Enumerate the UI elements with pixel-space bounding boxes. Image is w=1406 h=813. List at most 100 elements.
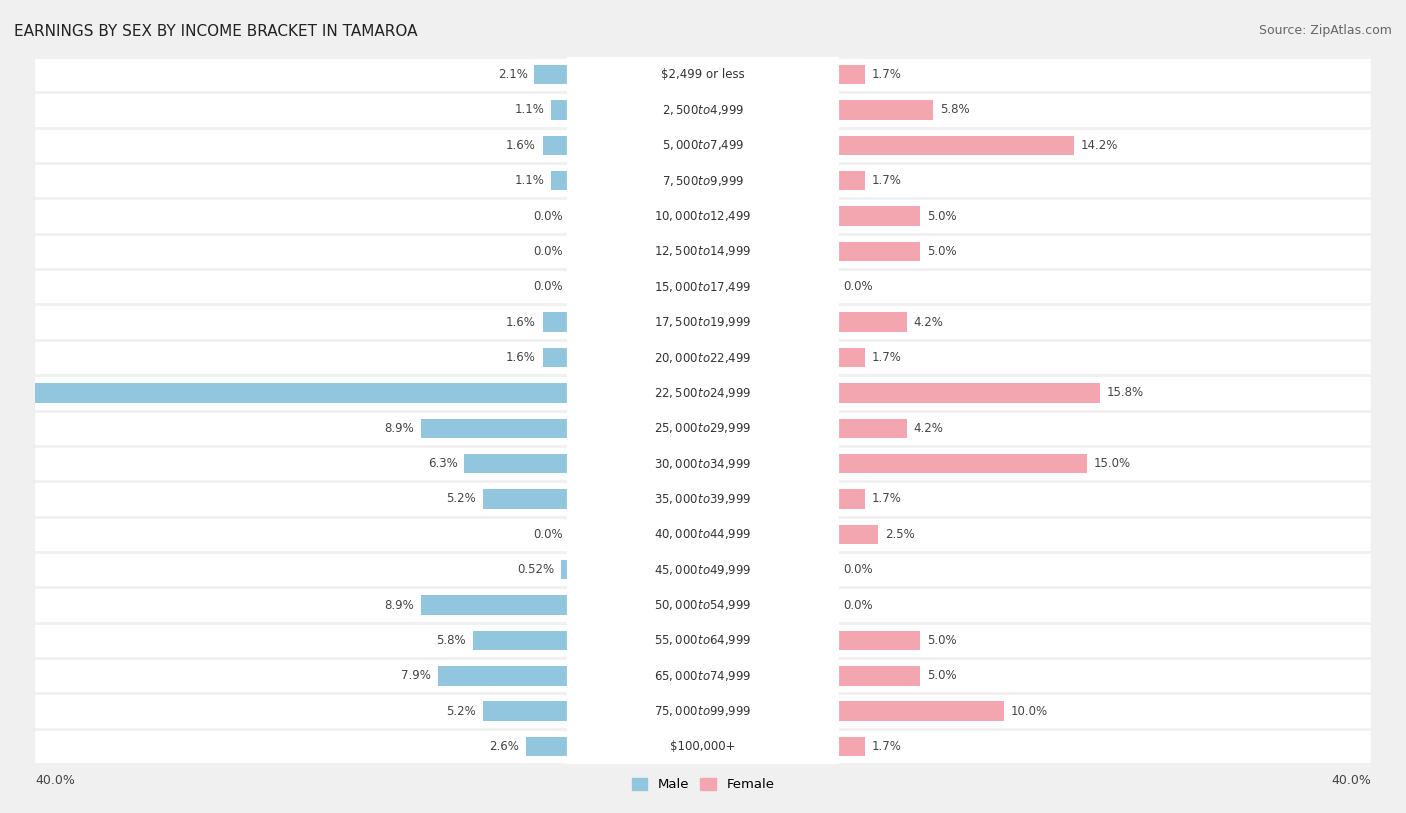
- Text: $45,000 to $49,999: $45,000 to $49,999: [654, 563, 752, 576]
- Text: 40.0%: 40.0%: [35, 774, 75, 787]
- Text: 0.0%: 0.0%: [844, 563, 873, 576]
- FancyBboxPatch shape: [567, 477, 839, 520]
- FancyBboxPatch shape: [567, 230, 839, 273]
- Text: $12,500 to $14,999: $12,500 to $14,999: [654, 245, 752, 259]
- Text: 5.8%: 5.8%: [941, 103, 970, 116]
- FancyBboxPatch shape: [567, 159, 839, 202]
- Text: 15.8%: 15.8%: [1107, 386, 1144, 399]
- Text: 40.0%: 40.0%: [1331, 774, 1371, 787]
- Bar: [837, 65, 865, 85]
- Bar: [837, 348, 865, 367]
- Text: 0.0%: 0.0%: [533, 528, 562, 541]
- Bar: [837, 241, 920, 261]
- Text: $7,500 to $9,999: $7,500 to $9,999: [662, 174, 744, 188]
- Bar: [837, 666, 920, 685]
- Text: 1.1%: 1.1%: [515, 103, 544, 116]
- FancyBboxPatch shape: [35, 340, 1371, 375]
- Bar: [526, 737, 569, 756]
- Bar: [437, 666, 569, 685]
- Text: Source: ZipAtlas.com: Source: ZipAtlas.com: [1258, 24, 1392, 37]
- Text: 5.0%: 5.0%: [927, 634, 956, 647]
- Text: 8.9%: 8.9%: [384, 598, 415, 611]
- FancyBboxPatch shape: [567, 265, 839, 308]
- Bar: [837, 383, 1101, 402]
- FancyBboxPatch shape: [35, 198, 1371, 234]
- FancyBboxPatch shape: [567, 689, 839, 733]
- Text: 1.7%: 1.7%: [872, 493, 901, 506]
- FancyBboxPatch shape: [35, 375, 1371, 411]
- Text: $10,000 to $12,499: $10,000 to $12,499: [654, 209, 752, 223]
- FancyBboxPatch shape: [35, 234, 1371, 269]
- Text: 5.0%: 5.0%: [927, 669, 956, 682]
- FancyBboxPatch shape: [567, 584, 839, 627]
- Text: 1.6%: 1.6%: [506, 315, 536, 328]
- Text: $15,000 to $17,499: $15,000 to $17,499: [654, 280, 752, 293]
- Bar: [837, 312, 907, 332]
- FancyBboxPatch shape: [567, 194, 839, 237]
- FancyBboxPatch shape: [567, 336, 839, 379]
- FancyBboxPatch shape: [35, 57, 1371, 92]
- Bar: [482, 489, 569, 509]
- Bar: [837, 737, 865, 756]
- Text: $25,000 to $29,999: $25,000 to $29,999: [654, 421, 752, 435]
- Bar: [561, 560, 569, 580]
- FancyBboxPatch shape: [567, 89, 839, 132]
- FancyBboxPatch shape: [35, 623, 1371, 659]
- Text: 2.1%: 2.1%: [498, 68, 527, 81]
- FancyBboxPatch shape: [567, 654, 839, 698]
- Bar: [482, 702, 569, 721]
- Text: 1.7%: 1.7%: [872, 68, 901, 81]
- Bar: [420, 419, 569, 438]
- FancyBboxPatch shape: [35, 481, 1371, 517]
- Bar: [543, 348, 569, 367]
- Text: 15.0%: 15.0%: [1094, 457, 1130, 470]
- Text: $50,000 to $54,999: $50,000 to $54,999: [654, 598, 752, 612]
- Bar: [837, 631, 920, 650]
- Bar: [472, 631, 569, 650]
- FancyBboxPatch shape: [567, 513, 839, 556]
- FancyBboxPatch shape: [35, 163, 1371, 198]
- Bar: [837, 136, 1074, 155]
- Bar: [837, 100, 934, 120]
- Text: $2,499 or less: $2,499 or less: [661, 68, 745, 81]
- Bar: [543, 136, 569, 155]
- FancyBboxPatch shape: [567, 124, 839, 167]
- Bar: [543, 312, 569, 332]
- FancyBboxPatch shape: [35, 128, 1371, 163]
- Text: $40,000 to $44,999: $40,000 to $44,999: [654, 528, 752, 541]
- FancyBboxPatch shape: [567, 725, 839, 768]
- FancyBboxPatch shape: [567, 548, 839, 591]
- Text: 8.9%: 8.9%: [384, 422, 415, 435]
- Text: 5.2%: 5.2%: [446, 705, 475, 718]
- Text: 1.7%: 1.7%: [872, 351, 901, 364]
- Text: $20,000 to $22,499: $20,000 to $22,499: [654, 350, 752, 364]
- Text: 5.0%: 5.0%: [927, 245, 956, 258]
- Text: 2.5%: 2.5%: [884, 528, 915, 541]
- Text: 0.52%: 0.52%: [517, 563, 554, 576]
- Bar: [837, 419, 907, 438]
- FancyBboxPatch shape: [567, 372, 839, 415]
- FancyBboxPatch shape: [567, 619, 839, 662]
- Text: 14.2%: 14.2%: [1080, 139, 1118, 152]
- Text: $30,000 to $34,999: $30,000 to $34,999: [654, 457, 752, 471]
- Text: 7.9%: 7.9%: [401, 669, 430, 682]
- Text: 1.6%: 1.6%: [506, 351, 536, 364]
- Text: 0.0%: 0.0%: [533, 210, 562, 223]
- Bar: [420, 595, 569, 615]
- Text: $35,000 to $39,999: $35,000 to $39,999: [654, 492, 752, 506]
- Text: $17,500 to $19,999: $17,500 to $19,999: [654, 315, 752, 329]
- FancyBboxPatch shape: [567, 301, 839, 344]
- Text: EARNINGS BY SEX BY INCOME BRACKET IN TAMAROA: EARNINGS BY SEX BY INCOME BRACKET IN TAM…: [14, 24, 418, 39]
- FancyBboxPatch shape: [35, 517, 1371, 552]
- FancyBboxPatch shape: [35, 411, 1371, 446]
- FancyBboxPatch shape: [35, 446, 1371, 481]
- Bar: [837, 454, 1087, 473]
- Text: 1.7%: 1.7%: [872, 174, 901, 187]
- Bar: [551, 171, 569, 190]
- FancyBboxPatch shape: [35, 659, 1371, 693]
- Text: 10.0%: 10.0%: [1010, 705, 1047, 718]
- FancyBboxPatch shape: [567, 406, 839, 450]
- Text: $2,500 to $4,999: $2,500 to $4,999: [662, 103, 744, 117]
- FancyBboxPatch shape: [567, 53, 839, 96]
- Text: 5.8%: 5.8%: [436, 634, 465, 647]
